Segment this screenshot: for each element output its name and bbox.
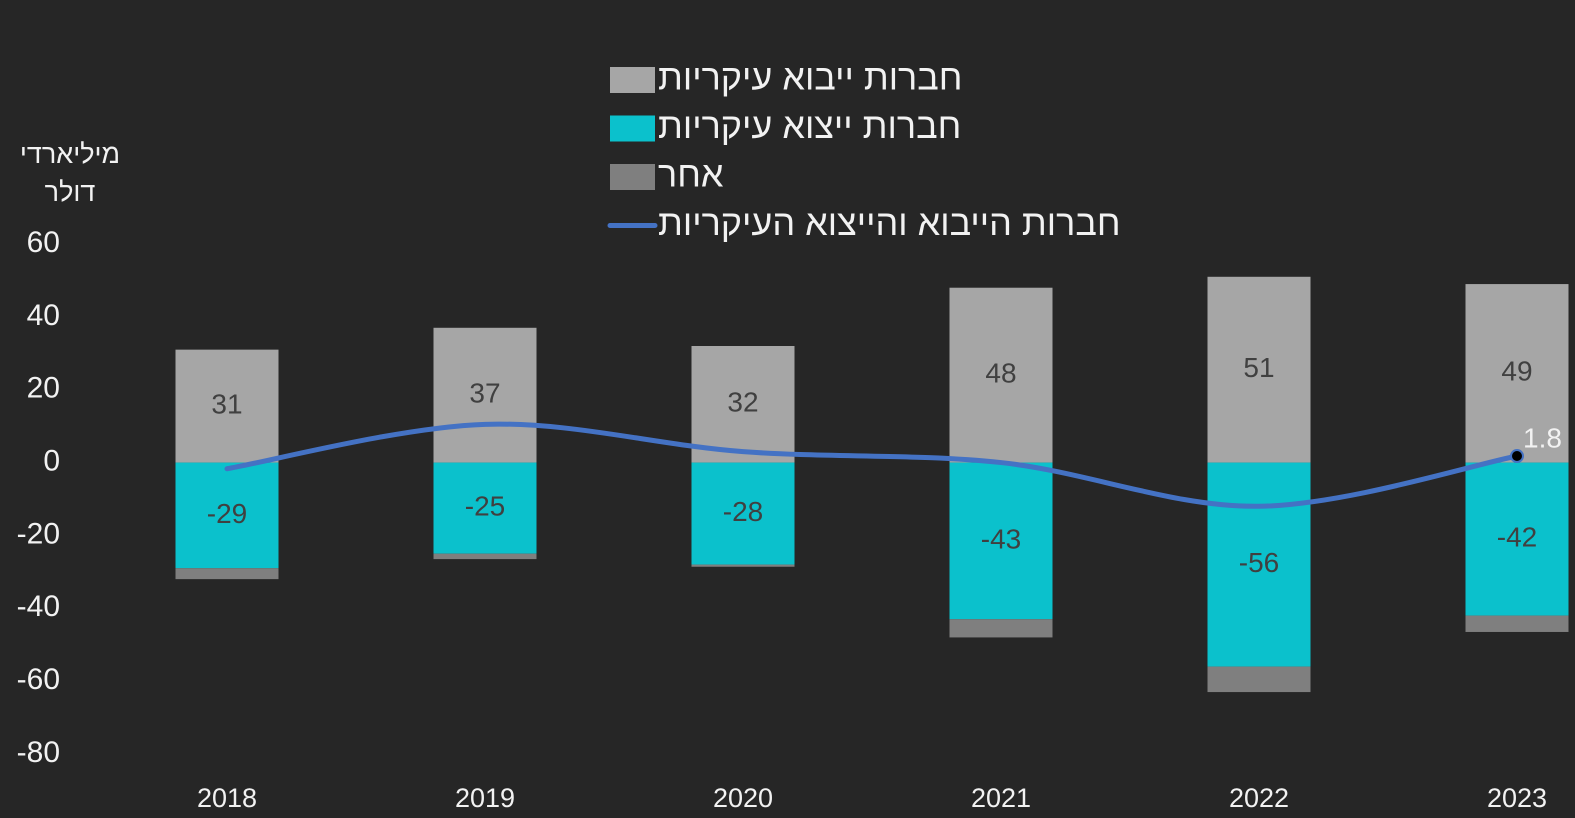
y-tick-label: 40	[27, 299, 60, 332]
legend-swatch	[610, 115, 655, 142]
data-label: 32	[727, 387, 758, 418]
x-tick-label: 2019	[455, 783, 515, 813]
line	[224, 421, 1520, 509]
bar	[175, 349, 279, 463]
bar	[691, 462, 795, 565]
y-tick-label: -60	[17, 663, 60, 696]
y-tick-label: 0	[43, 444, 60, 477]
data-label: -43	[981, 523, 1021, 554]
bar	[949, 287, 1053, 463]
y-tick-label: 60	[27, 226, 60, 259]
y-axis-label-line: דולר	[45, 177, 96, 207]
data-label: 48	[985, 358, 1016, 389]
bar	[175, 568, 279, 580]
bar	[691, 564, 795, 567]
bar	[1465, 615, 1569, 632]
x-tick-label: 2021	[971, 783, 1031, 813]
legend-label: חברות ייבוא עיקריות	[658, 57, 963, 98]
bar	[691, 346, 795, 463]
y-tick-label: 20	[27, 372, 60, 405]
x-tick-label: 2018	[197, 783, 257, 813]
bar	[1207, 276, 1311, 463]
x-tick-label: 2023	[1487, 783, 1547, 813]
data-label: 1.8	[1523, 422, 1562, 453]
bar	[433, 327, 537, 463]
data-label: -28	[723, 496, 763, 527]
y-tick-label: -20	[17, 517, 60, 550]
y-axis-label-line: מיליארדי	[20, 139, 120, 169]
bar	[1207, 462, 1311, 667]
bar	[949, 619, 1053, 638]
data-label: 51	[1243, 352, 1274, 383]
y-axis-label: מיליארדי דולר	[20, 139, 120, 207]
data-label: -56	[1239, 547, 1279, 578]
y-tick-label: -80	[17, 736, 60, 769]
bar	[1465, 462, 1569, 616]
x-tick-label: 2022	[1229, 783, 1289, 813]
bar	[433, 462, 537, 554]
bar	[949, 462, 1053, 620]
bar	[433, 553, 537, 560]
legend-label: אחר	[658, 154, 724, 195]
line-point	[1510, 449, 1524, 464]
data-label: -25	[465, 490, 505, 521]
legend-label: חברות הייבוא והייצוא העיקריות	[658, 202, 1121, 243]
data-label: 49	[1501, 356, 1532, 387]
data-label: -42	[1497, 521, 1537, 552]
data-label: 37	[469, 378, 500, 409]
legend-swatch	[610, 164, 655, 190]
bar	[1465, 284, 1569, 463]
data-label: 31	[211, 388, 242, 419]
data-label: -29	[207, 498, 247, 529]
x-tick-label: 2020	[713, 783, 773, 813]
bar	[1207, 666, 1311, 693]
bar	[175, 462, 279, 569]
y-tick-label: -40	[17, 590, 60, 623]
legend-swatch	[610, 67, 655, 93]
legend-label: חברות ייצוא עיקריות	[658, 105, 961, 146]
